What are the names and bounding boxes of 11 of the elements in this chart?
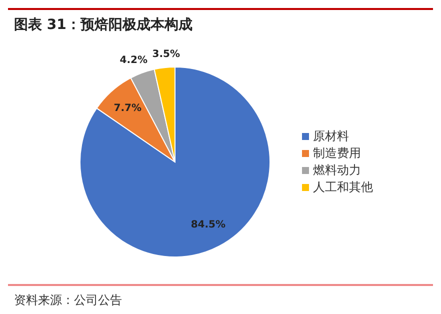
pie-slice <box>80 66 270 258</box>
data-label: 3.5% <box>152 48 180 60</box>
data-label: 84.5% <box>190 220 226 231</box>
legend-label: 人工和其他 <box>313 180 373 194</box>
data-label: 7.7% <box>114 103 142 114</box>
legend-label: 制造费用 <box>313 146 361 160</box>
data-label: 4.2% <box>120 54 148 66</box>
text: 资料来源：公司公告 <box>14 292 123 309</box>
legend-label: 原材料 <box>313 129 349 143</box>
chart-title: 图表 31：预焙阳极成本构成 <box>13 16 194 34</box>
legend-label: 燃料动力 <box>313 163 361 177</box>
